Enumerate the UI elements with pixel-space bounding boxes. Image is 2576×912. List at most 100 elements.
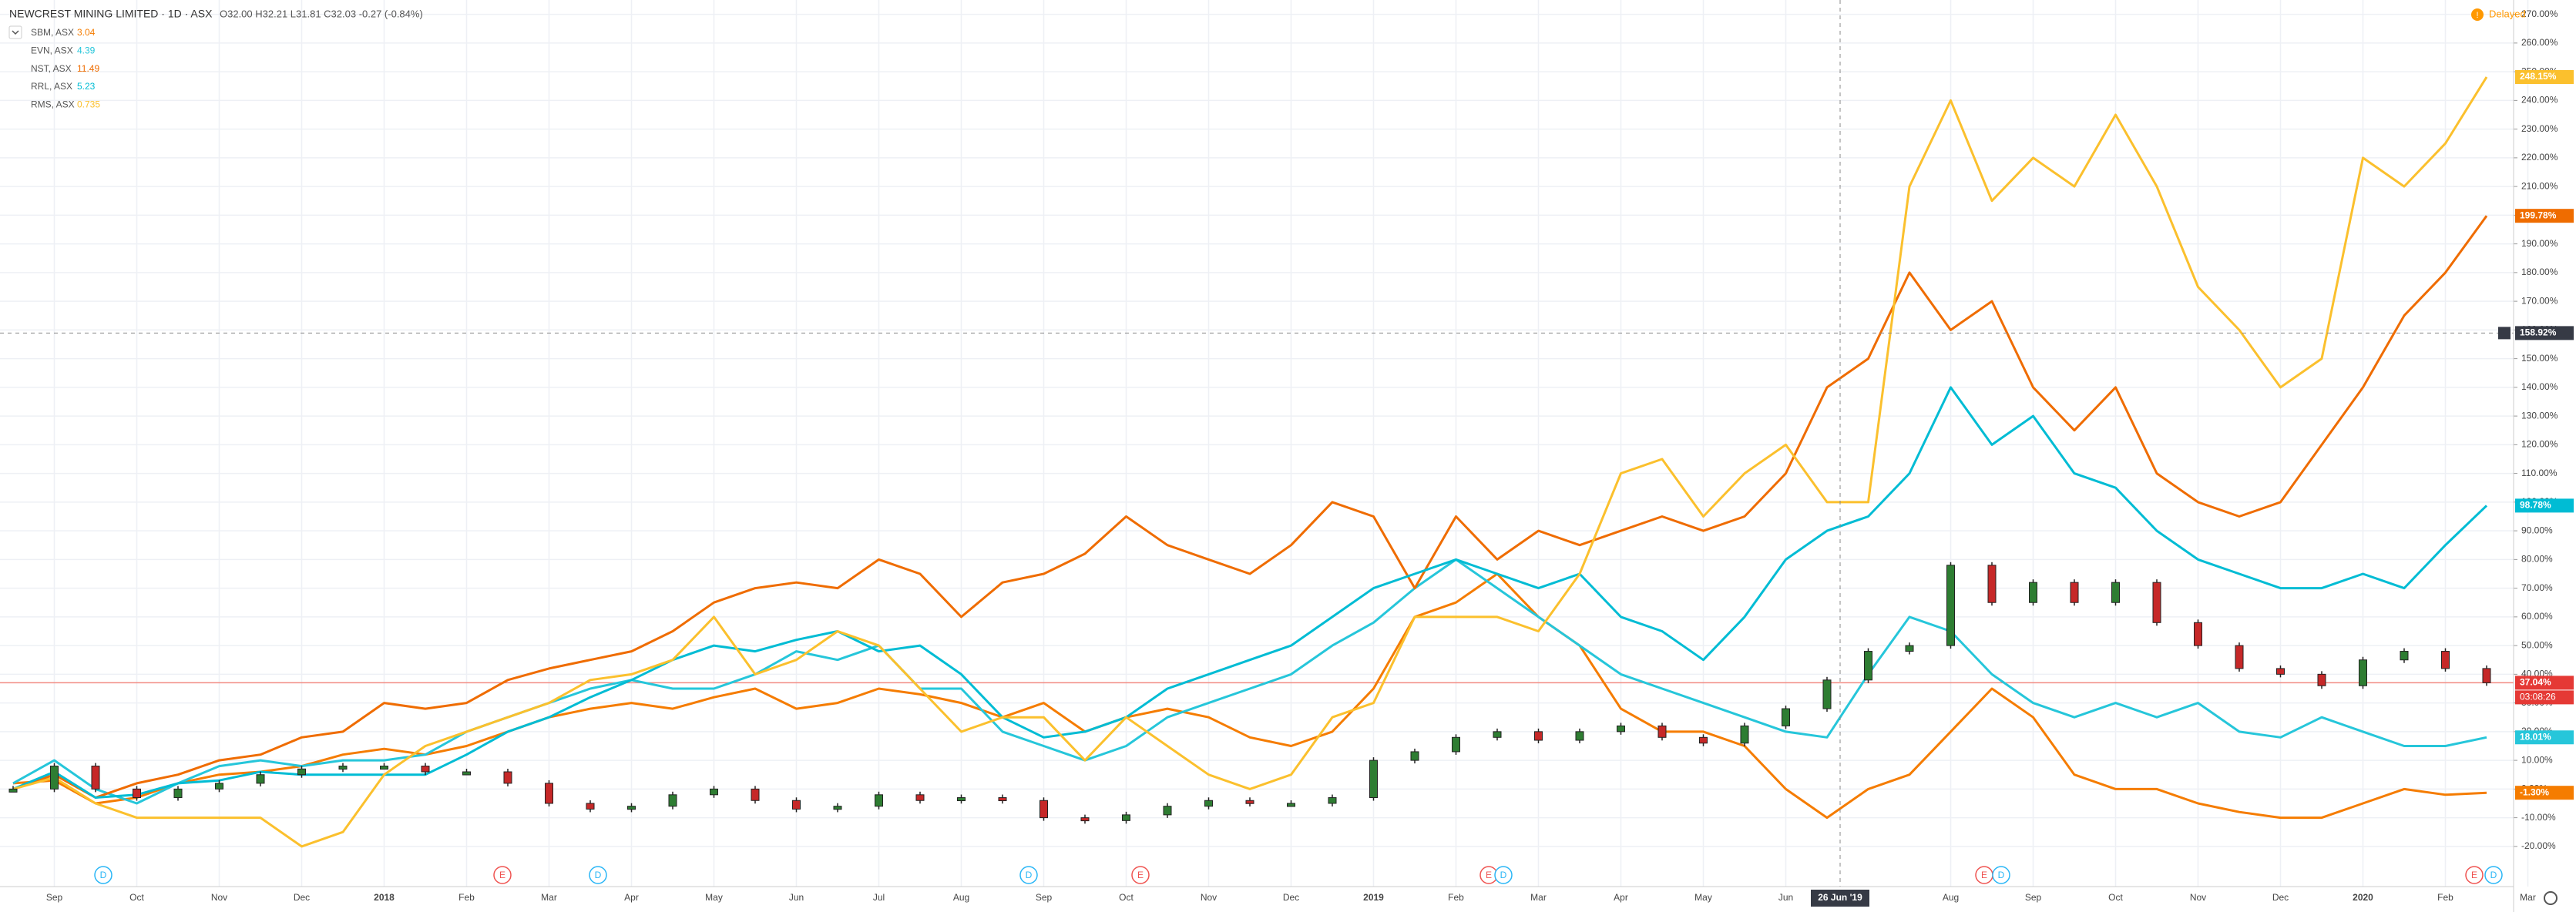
candle-body [915,794,925,801]
candle-body [1080,817,1090,822]
status-text: Delayed [2489,8,2526,19]
x-tick-label: Aug [1943,892,1959,903]
candle-body [50,766,59,790]
x-tick-label: Oct [1119,892,1134,903]
legend-value: 11.49 [77,63,99,74]
event-label: D [1998,870,2005,880]
y-tick-label: 220.00% [2521,152,2558,163]
x-tick-label: 2020 [2353,892,2373,903]
event-marker[interactable] [2484,866,2503,884]
crosshair-plus[interactable] [2498,327,2511,340]
event-label: E [499,870,505,880]
candle-body [1864,651,1872,681]
event-marker[interactable] [2465,866,2484,884]
candle-body [875,794,883,807]
y-tick-label: 70.00% [2521,582,2553,593]
candle-body [586,803,595,810]
y-tick-label: 270.00% [2521,8,2558,19]
y-tick-label: 180.00% [2521,267,2558,277]
legend-name: SBM, ASX [31,27,74,38]
candle-body [256,774,265,784]
last-value-tag: -1.30% [2520,786,2549,797]
candle-body [627,806,636,810]
candle-body [8,788,18,793]
last-value-tag-box [2515,730,2574,745]
x-tick-label: Dec [1283,892,1299,903]
candle-body [173,788,183,799]
candle-body [1782,708,1790,726]
event-label: E [1981,870,1987,880]
x-tick-label: Dec [294,892,310,903]
x-tick-label: Apr [1614,892,1628,903]
y-tick-label: 50.00% [2521,639,2553,650]
event-marker[interactable] [589,866,607,884]
candle-body [1245,800,1254,804]
candle-body [2400,651,2409,661]
status-icon[interactable] [2471,8,2484,21]
candle-body [133,788,141,799]
candle-body [2070,582,2079,603]
x-tick-label: Apr [624,892,639,903]
legend-name: RRL, ASX [31,81,72,92]
candle-body [380,766,388,770]
legend-value: 0.735 [77,99,100,109]
last-value-tag-box [2515,676,2574,690]
x-tick-label: Mar [2520,892,2536,903]
candle-body [2029,582,2037,603]
candle-body [710,788,718,796]
ohlc: O32.00 H32.21 L31.81 C32.03 -0.27 (-0.84… [220,8,423,19]
x-tick-label: Oct [129,892,144,903]
candle-body [338,766,348,770]
y-tick-label: 90.00% [2521,525,2553,535]
x-tick-label: Oct [2108,892,2123,903]
x-tick-label: 2018 [374,892,395,903]
x-tick-label: May [705,892,723,903]
candle-body [2359,659,2367,686]
x-tick-label: Feb [1448,892,1464,903]
y-tick-label: 260.00% [2521,37,2558,48]
candle-body [421,766,430,773]
candle-body [1617,725,1625,733]
x-tick-label: Jun [1778,892,1793,903]
last-value-tag-box [2515,786,2574,800]
last-value-tag: 18.01% [2520,731,2551,742]
event-marker[interactable] [493,866,512,884]
settings-button[interactable] [2544,891,2558,905]
candle-body [2152,582,2161,623]
series-line [12,76,2488,848]
y-tick-label: 170.00% [2521,295,2558,306]
candle-body [1740,725,1749,744]
candle-body [1204,800,1213,807]
candle-body [1657,725,1667,738]
event-marker[interactable] [1019,866,1038,884]
y-tick-label: -20.00% [2521,840,2556,851]
x-tick-label: Nov [211,892,227,903]
event-label: D [1026,870,1033,880]
candle-body [2441,651,2450,669]
event-marker[interactable] [1131,866,1150,884]
x-tick-label: Jul [873,892,885,903]
x-tick-label: Sep [1036,892,1053,903]
event-marker[interactable] [94,866,113,884]
candle-body [297,768,306,776]
event-label: D [100,870,107,880]
candle-body [1905,645,1914,652]
legend-name: NST, ASX [31,63,72,74]
candle-body [792,800,801,810]
event-label: E [2471,870,2477,880]
crosshair-y-label: 158.92% [2520,327,2557,338]
legend-value: 3.04 [77,27,96,38]
candle-body [1039,800,1048,819]
candle-body [503,771,512,784]
x-tick-label: Nov [2190,892,2206,903]
event-marker[interactable] [1494,866,1513,884]
candle-body [2235,645,2244,669]
event-marker[interactable] [1992,866,2010,884]
y-tick-label: 190.00% [2521,238,2558,249]
grid [0,0,2529,887]
collapse-button[interactable] [8,25,22,39]
y-tick-label: 150.00% [2521,353,2558,364]
candle-body [1534,731,1543,741]
legend-name: EVN, ASX [31,45,73,55]
status-icon-mark: ! [2476,11,2478,20]
